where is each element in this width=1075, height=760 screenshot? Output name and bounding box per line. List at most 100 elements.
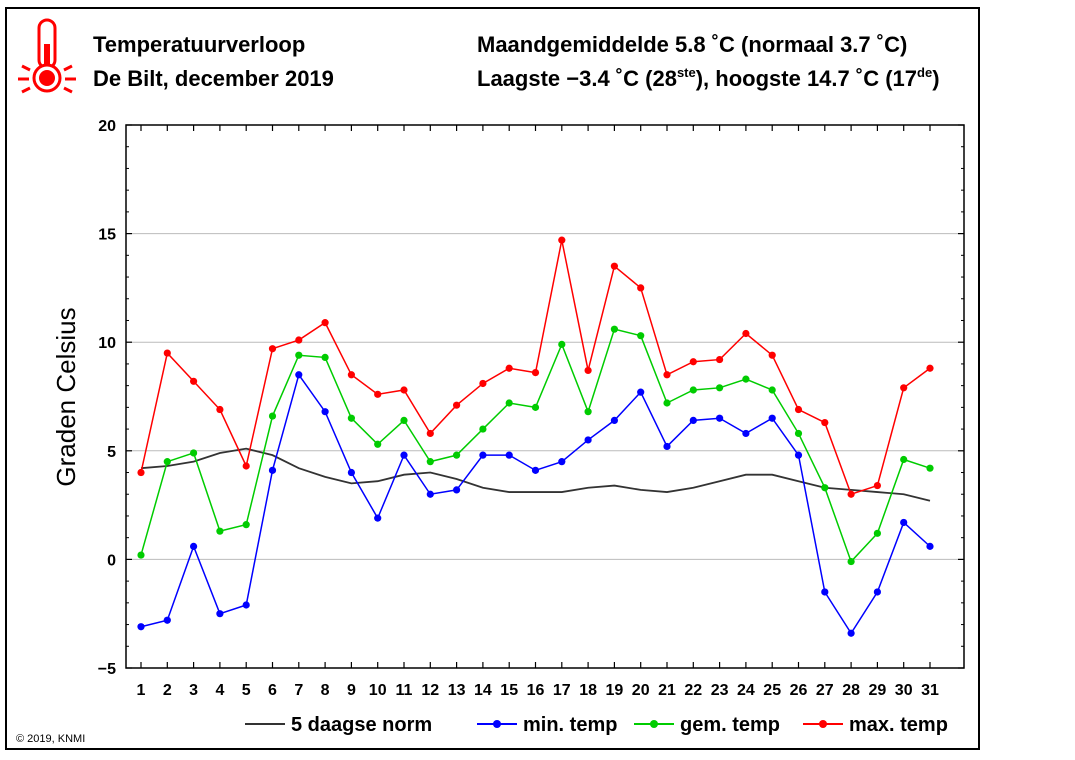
point-max — [847, 490, 855, 498]
legend-label-norm: 5 daagse norm — [291, 714, 432, 736]
point-min — [689, 416, 697, 424]
point-min — [347, 468, 355, 477]
point-gem — [847, 557, 855, 566]
plot-area — [125, 124, 965, 669]
x-tick-label: 8 — [321, 682, 330, 699]
point-gem — [821, 484, 829, 492]
legend-marker-max — [819, 720, 827, 728]
point-max — [242, 462, 250, 470]
point-min — [190, 542, 198, 550]
point-min — [453, 486, 461, 494]
x-tick-label: 14 — [474, 682, 492, 699]
x-tick-label: 17 — [553, 682, 571, 699]
point-min — [268, 466, 277, 474]
point-gem — [295, 351, 303, 359]
point-gem — [242, 521, 250, 529]
point-gem — [558, 340, 566, 348]
series-line-norm — [140, 447, 931, 502]
point-gem — [689, 386, 697, 394]
point-min — [242, 601, 250, 609]
point-max — [531, 369, 540, 377]
x-tick-label: 27 — [816, 682, 834, 699]
point-max — [163, 349, 171, 357]
x-tick-label: 5 — [242, 682, 251, 699]
point-min — [742, 429, 750, 438]
y-tick-label: 20 — [98, 118, 116, 135]
point-max — [453, 401, 461, 409]
thermometer-icon — [18, 18, 76, 94]
legend-item-gem: gem. temp — [634, 714, 780, 736]
point-min — [663, 442, 671, 451]
x-tick-label: 30 — [895, 682, 913, 699]
monthly-average-stats: Maandgemiddelde 5.8 ˚C (normaal 3.7 ˚C) — [477, 32, 907, 57]
point-min — [531, 466, 540, 474]
point-min — [847, 629, 855, 637]
series-lines — [137, 236, 934, 637]
x-tick-label: 2 — [163, 682, 172, 699]
point-gem — [426, 458, 434, 466]
point-min — [295, 371, 303, 379]
point-max — [821, 418, 829, 427]
point-max — [347, 371, 355, 379]
point-min — [426, 490, 434, 498]
point-max — [505, 364, 513, 372]
extremes-stats: Laagste −3.4 ˚C (28ste), hoogste 14.7 ˚C… — [477, 65, 940, 91]
legend-item-norm: 5 daagse norm — [245, 714, 432, 736]
x-tick-label: 15 — [500, 682, 518, 699]
point-min — [768, 414, 776, 422]
y-tick-label: −5 — [98, 661, 116, 678]
point-max — [295, 336, 303, 344]
point-max — [426, 429, 434, 438]
extremes-sup-1: ste — [677, 65, 696, 80]
extremes-sup-2: de — [917, 65, 932, 80]
point-gem — [768, 386, 776, 394]
point-max — [873, 481, 882, 490]
point-min — [558, 458, 566, 466]
x-tick-label: 19 — [606, 682, 624, 699]
x-tick-label: 31 — [921, 682, 939, 699]
point-min — [479, 451, 487, 459]
point-min — [610, 416, 619, 424]
legend-item-min: min. temp — [477, 714, 617, 736]
x-tick-label: 20 — [632, 682, 650, 699]
x-tick-label: 9 — [347, 682, 356, 699]
x-tick-label: 23 — [711, 682, 729, 699]
series-gem — [137, 325, 934, 566]
x-tick-label: 22 — [684, 682, 702, 699]
point-max — [689, 358, 697, 366]
x-tick-label: 10 — [369, 682, 387, 699]
point-max — [742, 329, 750, 338]
point-min — [873, 588, 882, 596]
point-min — [321, 408, 329, 416]
series-line-min — [140, 373, 931, 635]
point-max — [321, 319, 329, 327]
point-max — [558, 236, 566, 244]
point-max — [926, 364, 934, 372]
x-tick-label: 16 — [527, 682, 545, 699]
y-tick-label: 0 — [107, 552, 116, 569]
x-tick-label: 7 — [294, 682, 303, 699]
point-max — [663, 371, 671, 379]
point-gem — [505, 399, 513, 407]
point-gem — [190, 449, 198, 457]
point-max — [216, 405, 224, 414]
x-tick-label: 25 — [763, 682, 781, 699]
point-gem — [531, 403, 540, 411]
point-gem — [400, 416, 408, 424]
point-min — [584, 436, 592, 444]
point-gem — [873, 529, 882, 537]
x-tick-label: 24 — [737, 682, 755, 699]
x-tick-label: 29 — [869, 682, 887, 699]
point-min — [400, 451, 408, 459]
point-gem — [268, 412, 277, 420]
point-gem — [716, 384, 724, 392]
extremes-part-c: ) — [932, 66, 939, 91]
chart-subtitle: De Bilt, december 2019 — [93, 66, 334, 91]
series-line-max — [140, 239, 931, 496]
point-min — [926, 542, 934, 550]
extremes-part-b: ), hoogste 14.7 ˚C (17 — [696, 66, 917, 91]
copyright: © 2019, KNMI — [16, 733, 85, 745]
point-gem — [374, 440, 382, 448]
x-tick-label: 6 — [268, 682, 277, 699]
